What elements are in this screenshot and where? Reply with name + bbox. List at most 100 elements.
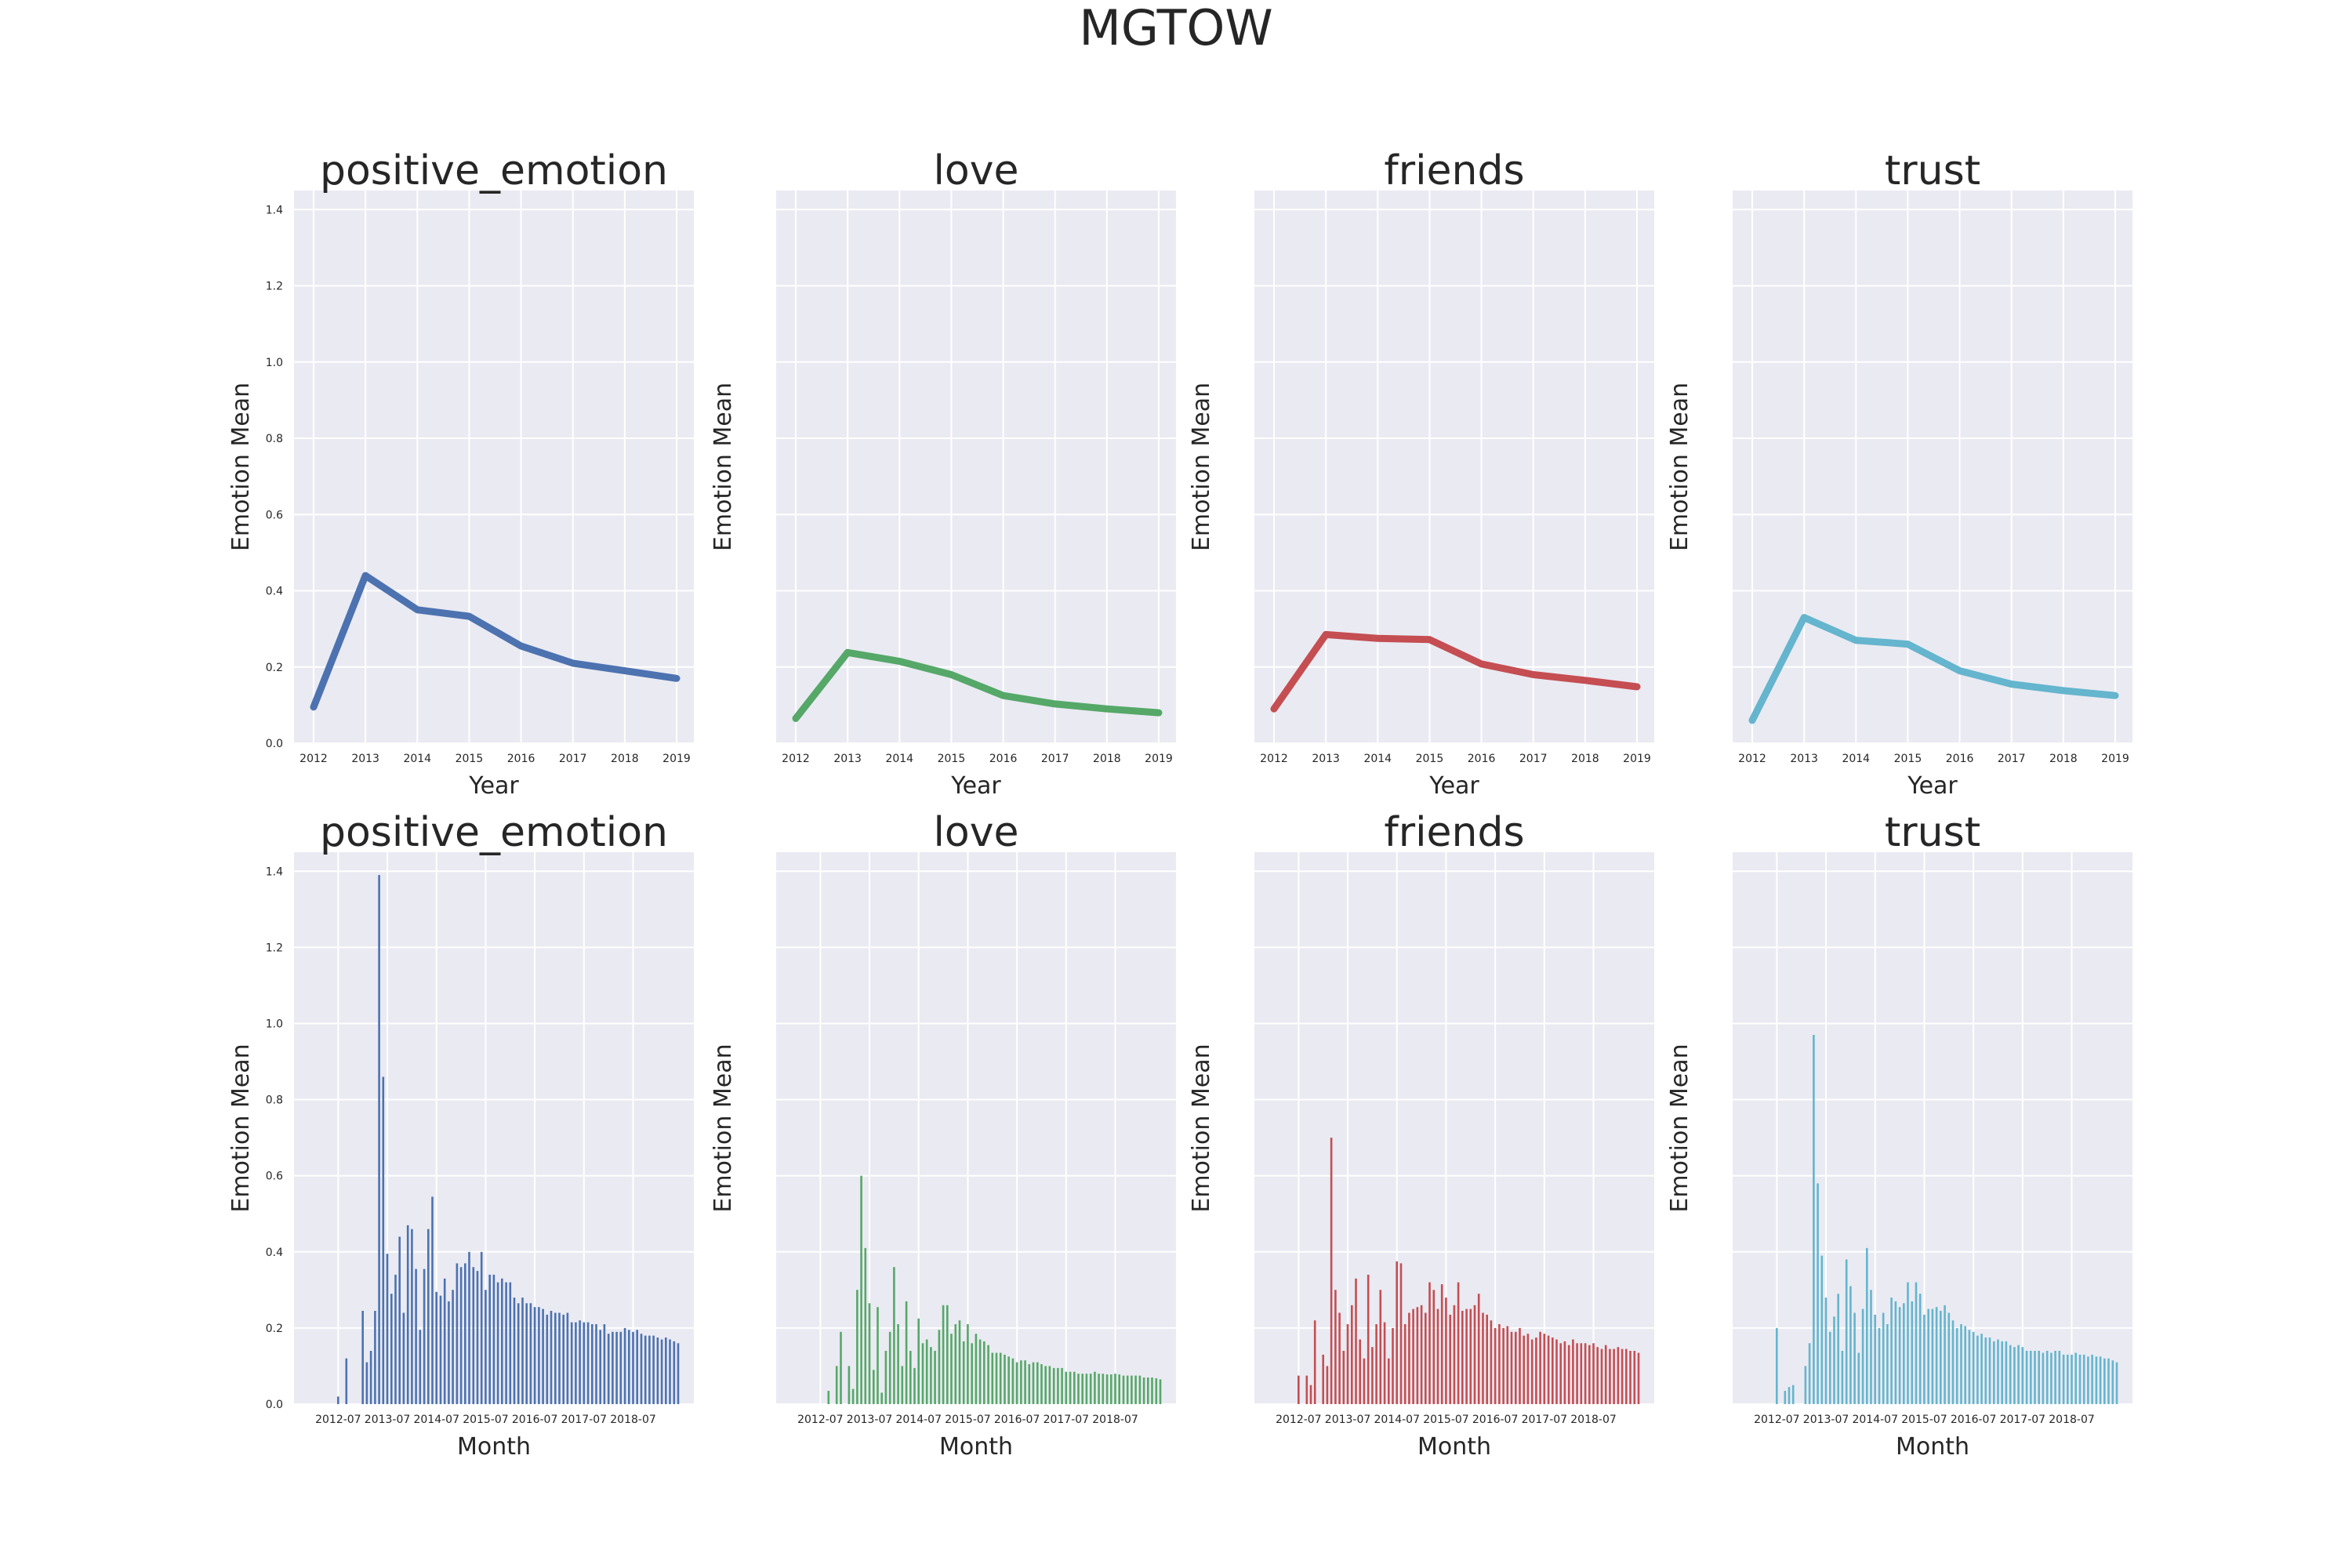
bar [644,1335,647,1404]
bar [452,1290,454,1404]
y-tick-label: 0.2 [266,1323,283,1335]
x-tick-label: 2015-07 [1423,1414,1469,1426]
bar [958,1320,961,1404]
x-tick-label: 2012-07 [315,1414,361,1426]
data-point [793,715,799,722]
bar [1465,1308,1468,1404]
bar [2054,1351,2056,1404]
bar [1040,1364,1043,1404]
bar [1482,1312,1484,1404]
bar [2034,1351,2036,1404]
bar [1425,1312,1427,1404]
bar [1845,1259,1848,1404]
bar [1420,1305,1423,1404]
x-tick-label: 2014 [885,753,913,765]
x-axis-label: Month [1417,1433,1491,1461]
bar [1024,1360,1026,1404]
bar [1011,1358,1014,1404]
bar [1898,1307,1901,1404]
bar [1457,1282,1460,1404]
bar [1993,1341,1995,1404]
x-tick-label: 2018-07 [610,1414,656,1426]
bar [1535,1338,1537,1404]
bar [1469,1308,1472,1404]
x-tick-label: 2019 [1623,753,1651,765]
x-tick-label: 2013 [833,753,862,765]
bar [533,1307,536,1404]
bar [554,1312,557,1404]
x-tick-label: 2018 [2049,753,2078,765]
y-tick-label: 1.2 [266,942,283,954]
bar [480,1251,483,1404]
bar [1355,1278,1357,1404]
bar [1094,1371,1096,1404]
bar [1015,1362,1018,1404]
x-axis-label: Year [1428,772,1479,800]
x-tick-label: 2016-07 [994,1414,1040,1426]
bar [1580,1343,1583,1404]
bar [1122,1375,1125,1404]
bar [888,1331,891,1404]
bar [1322,1354,1324,1404]
x-tick-label: 2013-07 [1803,1414,1849,1426]
bar [991,1352,994,1404]
x-tick-label: 2015 [1894,753,1922,765]
y-tick-label: 1.4 [266,866,283,878]
bar [513,1298,516,1404]
y-axis-label: Emotion Mean [1188,1044,1215,1212]
bar [1159,1379,1162,1404]
bar [402,1312,405,1404]
bar [496,1282,499,1404]
bar [1028,1364,1031,1404]
axes-background [1254,191,1654,743]
bar [2115,1362,2118,1404]
bar [1951,1320,1955,1404]
bar [1309,1385,1312,1404]
x-tick-label: 2012 [1738,753,1766,765]
panel-title: trust [1885,809,1980,856]
subplot-6: 2012-07 2013-07 2014-07 2015-07 2016-07 2017-… [710,809,1176,1461]
bar [2030,1351,2032,1404]
bar [1298,1375,1300,1404]
bar [1552,1338,1554,1404]
bar [971,1343,973,1404]
x-tick-label: 2015-07 [945,1414,991,1426]
y-tick-label: 0.0 [266,1399,283,1411]
bar [1138,1375,1142,1404]
bar [1338,1312,1341,1404]
bar [468,1251,470,1404]
bar [1841,1351,1844,1404]
bar [1813,1035,1815,1404]
x-tick-label: 2015-07 [1901,1414,1947,1426]
bar [1445,1298,1447,1404]
bar [950,1334,953,1404]
bar [835,1366,838,1404]
bar [1972,1331,1975,1404]
bar [575,1322,577,1404]
bar [1621,1348,1624,1404]
bar [1804,1366,1807,1404]
x-tick-label: 2018-07 [1092,1414,1138,1426]
bar [1947,1312,1951,1404]
bar [525,1303,528,1404]
bar [2058,1351,2061,1404]
bar [1126,1375,1129,1404]
bar [1563,1341,1566,1404]
bar [1931,1308,1934,1404]
bar [840,1331,842,1404]
bar [938,1330,941,1404]
bar [999,1352,1002,1404]
bar [1057,1367,1059,1404]
x-tick-label: 2015 [938,753,966,765]
bar [880,1392,883,1404]
bar [2067,1354,2069,1404]
bar [2050,1352,2053,1404]
bar [2005,1341,2008,1404]
bar [640,1334,643,1404]
x-tick-label: 2016 [507,753,535,765]
x-tick-label: 2017-07 [561,1414,608,1426]
bar [1351,1305,1353,1404]
y-tick-label: 0.4 [266,1247,283,1259]
bar [827,1391,830,1404]
bar [2078,1354,2082,1404]
